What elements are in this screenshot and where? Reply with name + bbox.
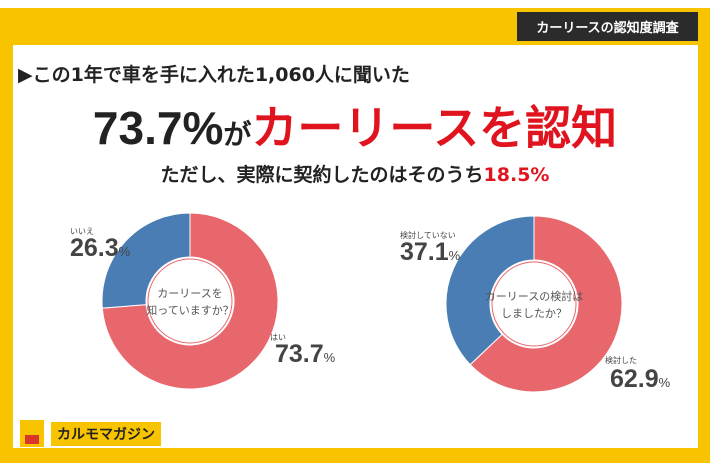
chart1-label-no: いいえ <box>70 227 94 236</box>
chart2-unit-yes: % <box>658 375 671 390</box>
chart2-center-ring <box>491 261 577 347</box>
chart1-title-line: 知っていますか？ <box>146 304 234 317</box>
chart2-title-line: しましたか？ <box>501 307 567 320</box>
headline-particle: が <box>223 118 252 151</box>
chart2-center-title: カーリースの検討は しましたか？ <box>474 288 594 322</box>
chart2-pct-no: 37.1% <box>400 238 460 267</box>
chart2-label-yes: 検討した <box>605 356 637 365</box>
subheadline-highlight: 18.5% <box>483 164 550 186</box>
chart2-slice-1 <box>445 215 535 366</box>
chart1-pct-no: 26.3% <box>70 234 130 263</box>
chart1-title-line: カーリースを <box>157 287 223 300</box>
chart2-pct-yes: 62.9% <box>610 365 670 394</box>
chart2-unit-no: % <box>448 248 461 263</box>
chart1-unit-yes: % <box>323 350 336 365</box>
headline-emphasis: カーリースを認知 <box>251 101 618 155</box>
chart1-value-no: 26.3 <box>70 234 119 262</box>
chart2-title-line: カーリースの検討は <box>484 290 584 303</box>
chart2-value-yes: 62.9 <box>610 365 659 393</box>
chart1-slice-1 <box>101 212 191 309</box>
chart1-label-yes: はい <box>270 333 286 342</box>
lead-text: ▶この1年で車を手に入れた1,060人に聞いた <box>18 64 410 86</box>
chart1-pct-yes: 73.7% <box>275 340 335 369</box>
chart1-unit-no: % <box>118 244 131 259</box>
logo-icon <box>20 420 44 447</box>
headline: 73.7%がカーリースを認知 <box>0 92 710 158</box>
chart1-slice-0 <box>101 212 279 390</box>
chart1-value-yes: 73.7 <box>275 340 324 368</box>
headline-number: 73.7% <box>92 102 224 154</box>
chart1-center-title: カーリースを 知っていますか？ <box>140 285 240 319</box>
chart2-label-no: 検討していない <box>400 231 456 240</box>
survey-tag: カーリースの認知度調査 <box>517 12 698 41</box>
chart2-value-no: 37.1 <box>400 238 449 266</box>
logo-text: カルモマガジン <box>51 422 161 446</box>
chart1-center-ring <box>147 258 233 344</box>
subheadline-text: ただし、実際に契約したのはそのうち <box>160 164 484 186</box>
chart2-slice-0 <box>469 215 623 393</box>
subheadline: ただし、実際に契約したのはそのうち18.5% <box>0 160 710 187</box>
